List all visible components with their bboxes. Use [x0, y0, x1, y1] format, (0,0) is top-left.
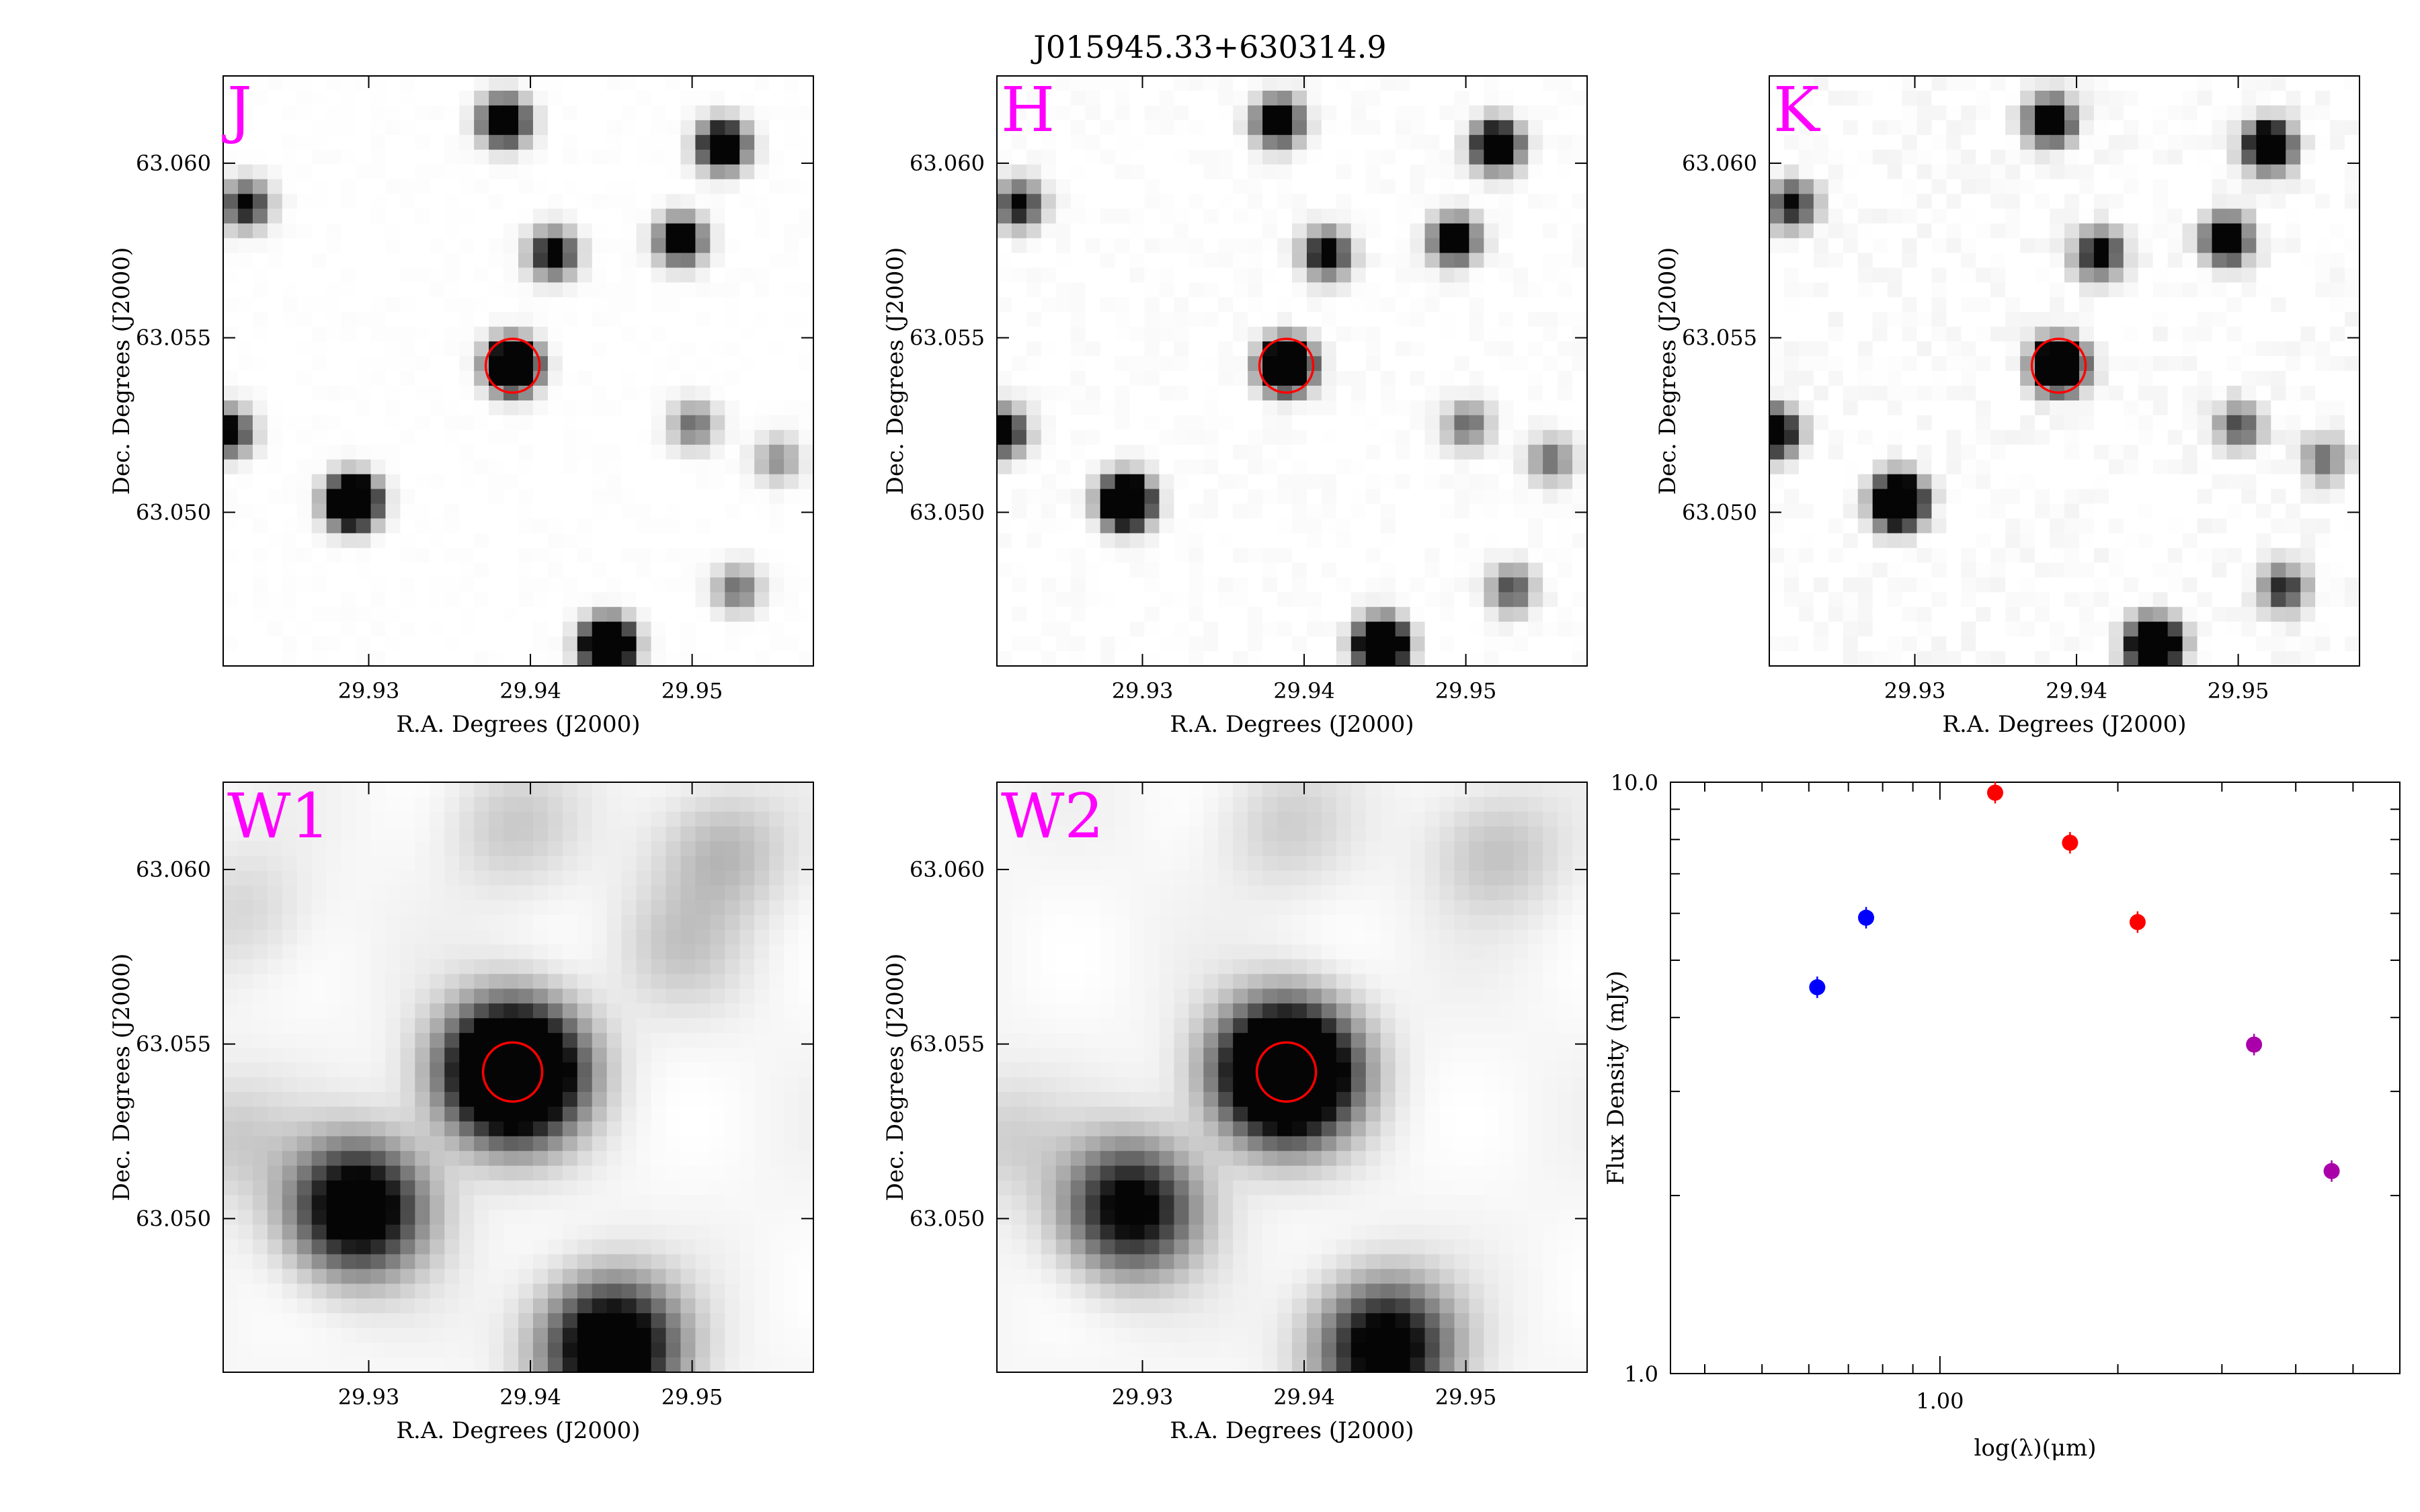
sed-plot-frame	[1670, 782, 2401, 1374]
sed-data-point	[1809, 979, 1826, 996]
x-tick-label: 29.95	[661, 678, 723, 704]
y-axis-label: Dec. Degrees (J2000)	[1654, 247, 1681, 495]
target-marker-circle	[484, 337, 541, 394]
x-tick-label: 29.94	[499, 1384, 561, 1410]
y-tick-label: 63.050	[910, 499, 985, 525]
x-axis-label: R.A. Degrees (J2000)	[1170, 711, 1414, 738]
x-tick-label: 29.93	[338, 1384, 400, 1410]
target-marker-circle	[1255, 1041, 1318, 1103]
x-axis-label: R.A. Degrees (J2000)	[1942, 711, 2186, 738]
cutout-frame	[996, 782, 1588, 1373]
y-axis-label: Dec. Degrees (J2000)	[108, 247, 135, 495]
sed-data-point	[2246, 1036, 2263, 1053]
sed-data-point	[2323, 1163, 2340, 1179]
x-tick-label: 29.93	[1112, 678, 1174, 704]
sed-data-point	[1858, 909, 1875, 926]
y-axis-label: Dec. Degrees (J2000)	[108, 954, 135, 1202]
sed-y-axis-label: Flux Density (mJy)	[1603, 970, 1629, 1185]
y-tick-label: 63.060	[910, 151, 985, 176]
cutout-panel-h: H 29.93 29.94 29.95 63.060 63.055 63.050 R.A. D…	[882, 74, 1588, 738]
cutout-panel-k: K 29.93 29.94 29.95 63.060 63.055 63.050 R.A. D…	[1654, 74, 2360, 738]
target-marker-circle	[481, 1041, 544, 1103]
y-tick-label: 63.060	[1682, 151, 1757, 176]
y-tick-label: 63.055	[136, 325, 211, 351]
y-tick-label: 63.055	[136, 1032, 211, 1057]
sed-data-point	[1986, 784, 2003, 801]
band-label-w2: W2	[1001, 780, 1104, 852]
y-axis-label: Dec. Degrees (J2000)	[882, 247, 909, 495]
cutout-frame	[1769, 75, 2360, 667]
cutout-image-k	[1769, 76, 2360, 667]
band-label-h: H	[1001, 74, 1055, 146]
cutout-image-w1	[223, 782, 814, 1373]
cutout-image-w2	[997, 782, 1588, 1373]
x-axis-label: R.A. Degrees (J2000)	[396, 711, 640, 738]
sed-y-tick-label: 1.0	[1624, 1361, 1658, 1387]
cutout-frame	[223, 75, 814, 667]
figure-title: J015945.33+630314.9	[1031, 29, 1386, 65]
sed-x-tick-label: 1.00	[1916, 1388, 1964, 1414]
y-tick-label: 63.050	[910, 1206, 985, 1231]
x-tick-label: 29.93	[1112, 1384, 1174, 1410]
x-tick-label: 29.95	[661, 1384, 723, 1410]
band-label-k: K	[1773, 74, 1821, 146]
cutout-panel-j: J 29.93 29.94 29.95 63.060 63.055 63.050 R.A. D…	[108, 74, 814, 738]
band-label-j: J	[222, 74, 252, 146]
x-axis-label: R.A. Degrees (J2000)	[396, 1417, 640, 1444]
cutout-frame	[223, 782, 814, 1373]
y-tick-label: 63.060	[136, 857, 211, 882]
x-tick-label: 29.95	[1435, 1384, 1497, 1410]
target-marker-circle	[2030, 337, 2087, 394]
cutout-frame	[996, 75, 1588, 667]
sed-data-point	[2062, 835, 2079, 851]
y-tick-label: 63.050	[136, 1206, 211, 1231]
x-tick-label: 29.95	[2208, 678, 2269, 704]
y-tick-label: 63.050	[1682, 499, 1757, 525]
x-axis-label: R.A. Degrees (J2000)	[1170, 1417, 1414, 1444]
x-tick-label: 29.95	[1435, 678, 1497, 704]
x-tick-label: 29.93	[1884, 678, 1946, 704]
x-tick-label: 29.94	[499, 678, 561, 704]
sed-y-tick-label: 10.0	[1611, 770, 1658, 796]
cutout-panel-w2: W2 29.93 29.94 29.95 63.060 63.055 63.050 R.A. …	[882, 780, 1588, 1444]
y-tick-label: 63.060	[136, 151, 211, 176]
target-marker-circle	[1258, 337, 1315, 394]
sed-data-point	[2129, 914, 2146, 931]
cutout-image-h	[997, 76, 1588, 667]
y-tick-label: 63.050	[136, 499, 211, 525]
y-tick-label: 63.055	[910, 325, 985, 351]
x-tick-label: 29.93	[338, 678, 400, 704]
cutout-panel-w1: W1 29.93 29.94 29.95 63.060 63.055 63.050 R.A. …	[108, 780, 814, 1444]
y-axis-label: Dec. Degrees (J2000)	[882, 954, 909, 1202]
sed-x-axis-label: log(λ)(μm)	[1974, 1435, 2096, 1462]
sed-plot: 1.00 10.0 1.0 log(λ)(μm) Flux Density (mJy)	[1603, 770, 2401, 1462]
x-tick-label: 29.94	[2046, 678, 2107, 704]
x-tick-label: 29.94	[1273, 1384, 1335, 1410]
cutout-image-j	[223, 76, 814, 667]
y-tick-label: 63.060	[910, 857, 985, 882]
y-tick-label: 63.055	[910, 1032, 985, 1057]
y-tick-label: 63.055	[1682, 325, 1757, 351]
band-label-w1: W1	[227, 780, 330, 852]
x-tick-label: 29.94	[1273, 678, 1335, 704]
